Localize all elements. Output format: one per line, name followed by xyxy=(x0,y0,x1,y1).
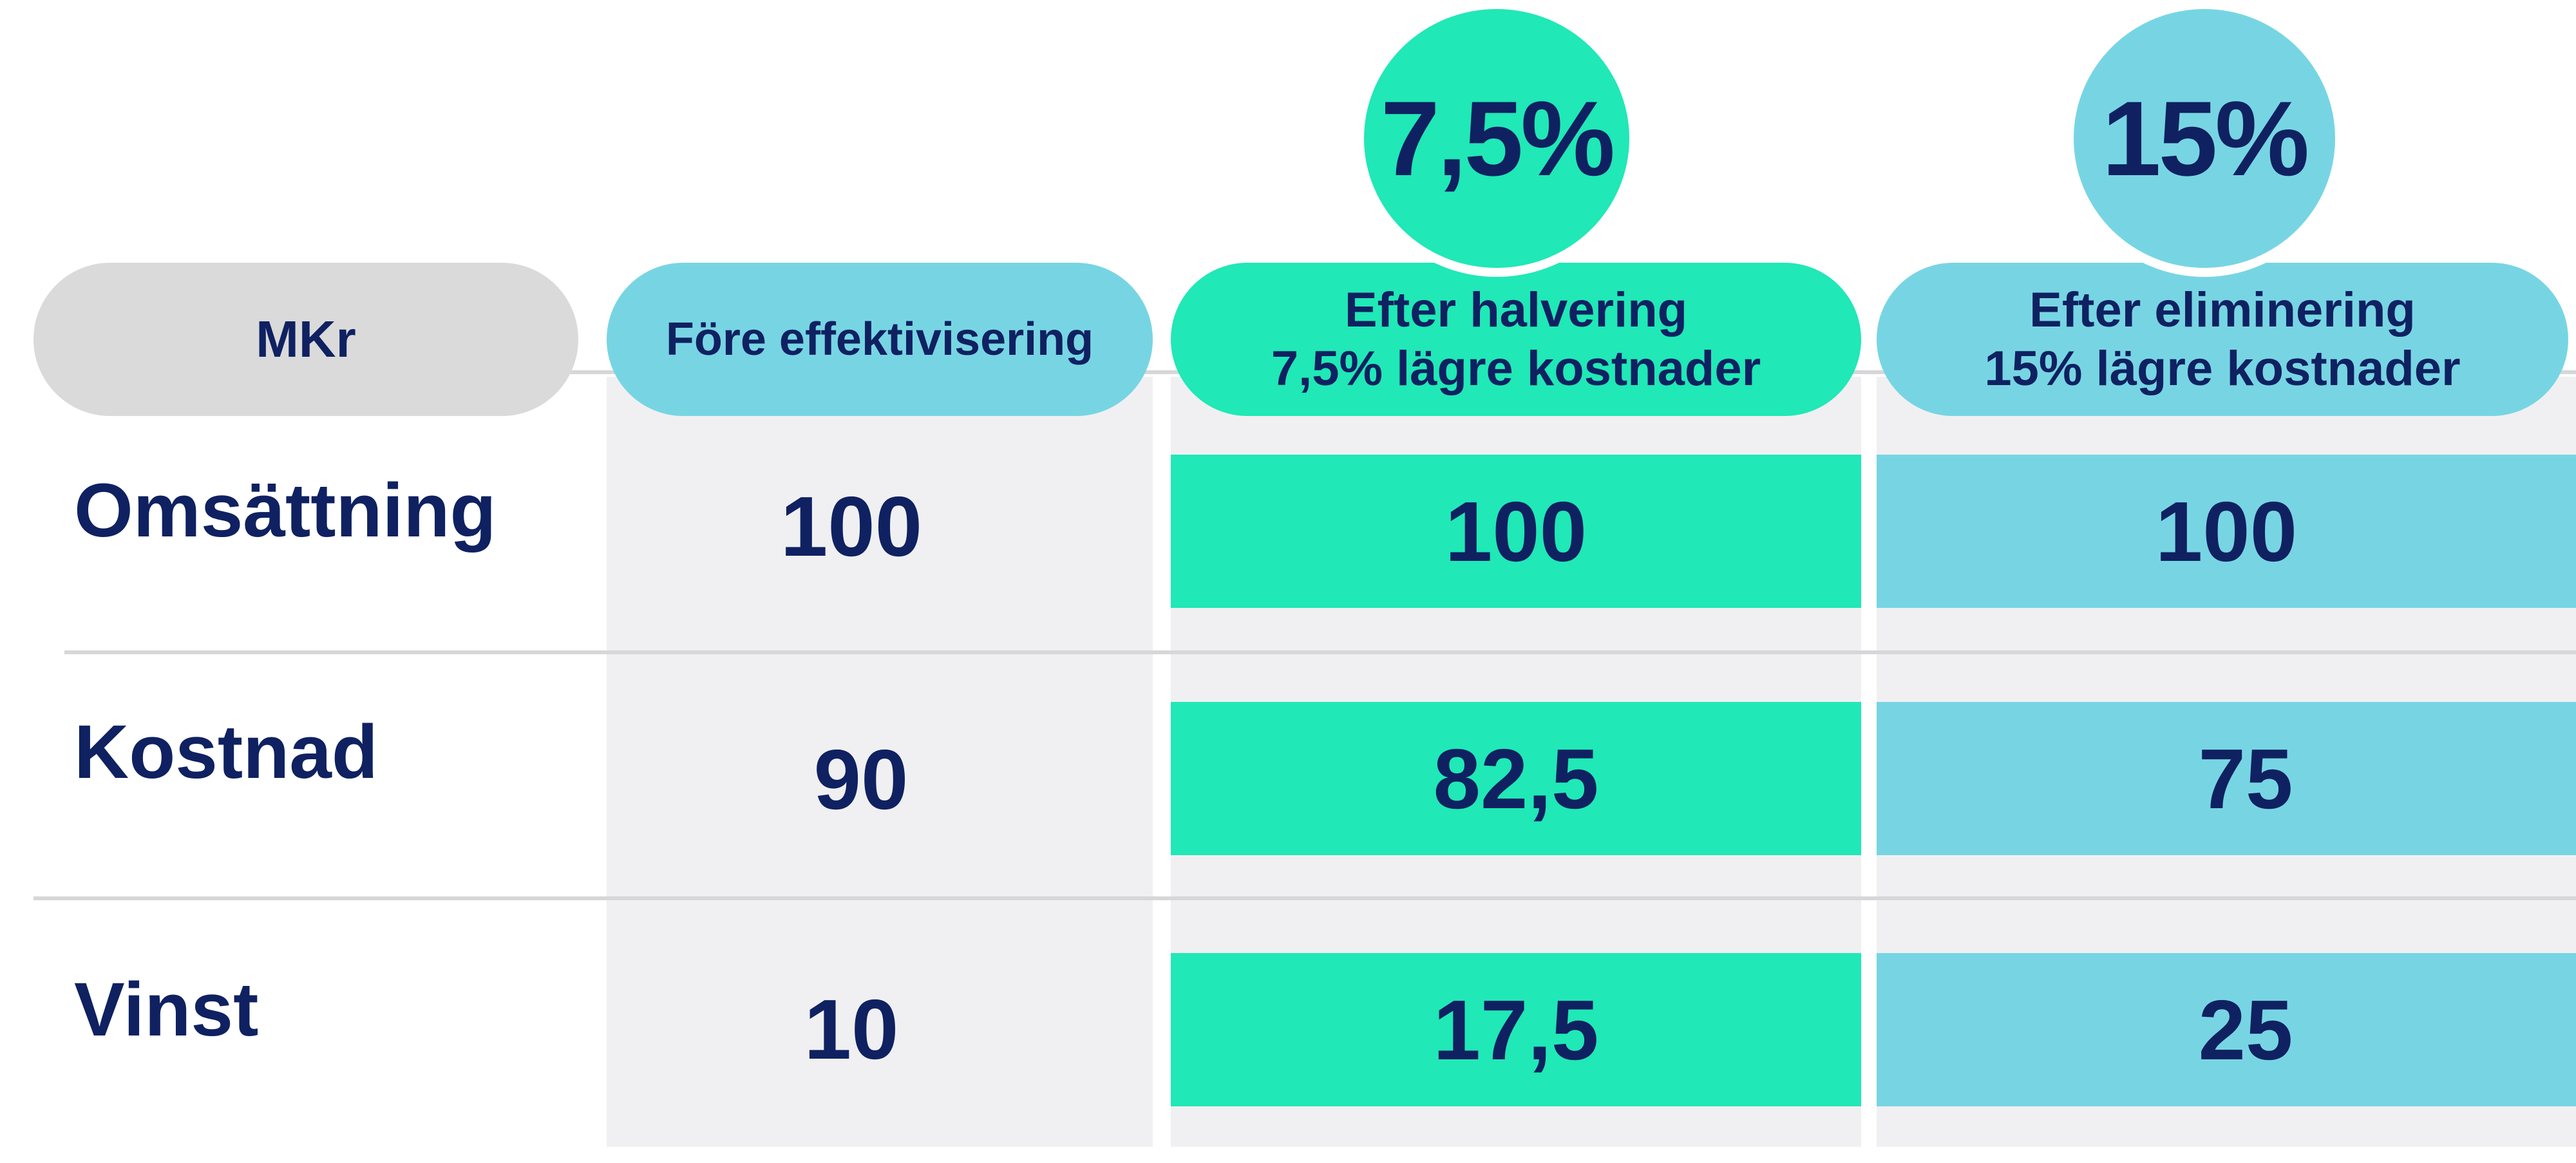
row-label-omsattning: Omsättning xyxy=(74,468,497,553)
column-header-sublabel: 7,5% lägre kostnader xyxy=(1271,341,1761,396)
cell-value: 75 xyxy=(2198,731,2293,826)
badge-circle-eliminering: 15% xyxy=(2065,0,2344,277)
column-header-sublabel: 15% lägre kostnader xyxy=(1984,341,2461,396)
badge-percent: 7,5% xyxy=(1380,79,1615,198)
cell-omsattning-halvering: 100 xyxy=(1171,455,1861,608)
cell-vinst-halvering: 17,5 xyxy=(1171,953,1861,1106)
row-label-kostnad: Kostnad xyxy=(74,710,378,795)
badge-circle-halvering: 7,5% xyxy=(1355,0,1638,277)
column-header-halvering: Efter halvering 7,5% lägre kostnader xyxy=(1171,263,1861,416)
cell-value: 82,5 xyxy=(1433,731,1599,826)
row-label-vinst: Vinst xyxy=(74,967,259,1052)
cell-omsattning-eliminering: 100 xyxy=(1877,455,2576,608)
cell-value: 90 xyxy=(813,732,909,827)
cell-kostnad-eliminering: 75 xyxy=(1877,702,2576,855)
cell-value: 100 xyxy=(2155,484,2298,579)
cell-omsattning-fore: 100 xyxy=(607,451,1096,602)
cell-kostnad-halvering: 82,5 xyxy=(1171,702,1861,855)
cell-value: 10 xyxy=(804,981,899,1077)
cell-value: 25 xyxy=(2198,982,2293,1077)
cell-vinst-eliminering: 25 xyxy=(1877,953,2576,1106)
cell-value: 17,5 xyxy=(1433,982,1599,1077)
cell-value: 100 xyxy=(780,479,923,574)
column-header-label: Efter eliminering xyxy=(2029,282,2416,337)
cell-value: 100 xyxy=(1444,484,1587,579)
column-header-fore: Före effektivisering xyxy=(607,263,1153,416)
column-header-label: Före effektivisering xyxy=(665,313,1094,365)
cell-kostnad-fore: 90 xyxy=(607,702,1115,856)
unit-header-pill: MKr xyxy=(33,263,578,416)
column-header-label: Efter halvering xyxy=(1344,282,1688,337)
row-divider-line xyxy=(64,650,2576,654)
column-background-fore xyxy=(607,377,1153,1147)
row-divider-line xyxy=(33,896,2576,900)
badge-percent: 15% xyxy=(2101,79,2309,198)
unit-label: MKr xyxy=(256,310,356,368)
column-header-eliminering: Efter eliminering 15% lägre kostnader xyxy=(1877,263,2568,416)
cell-vinst-fore: 10 xyxy=(607,952,1096,1106)
